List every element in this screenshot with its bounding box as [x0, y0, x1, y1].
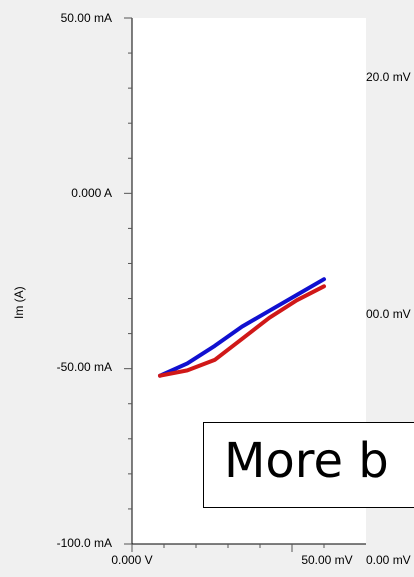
popup-text: More b	[224, 433, 389, 489]
iv-curves	[158, 277, 326, 378]
x-tick-label: 0.000 V	[111, 553, 153, 567]
y-tick-label: 50.00 mA	[60, 11, 112, 25]
y-tick-label: -100.0 mA	[56, 536, 112, 550]
right-axis-label: 0.00 mV	[366, 553, 411, 567]
reverse-sweep-line	[158, 284, 326, 378]
more-info-popup[interactable]: More b	[203, 422, 414, 508]
right-axis-label: 00.0 mV	[366, 307, 411, 321]
y-axis-ticks	[124, 17, 132, 545]
right-axis-label: 20.0 mV	[366, 70, 411, 84]
x-tick-label: 50.00 mV	[301, 553, 353, 567]
y-tick-label: -50.00 mA	[56, 360, 112, 374]
y-tick-label: 0.000 A	[71, 186, 112, 200]
x-axis-ticks	[131, 544, 325, 552]
forward-sweep-line	[158, 277, 326, 378]
